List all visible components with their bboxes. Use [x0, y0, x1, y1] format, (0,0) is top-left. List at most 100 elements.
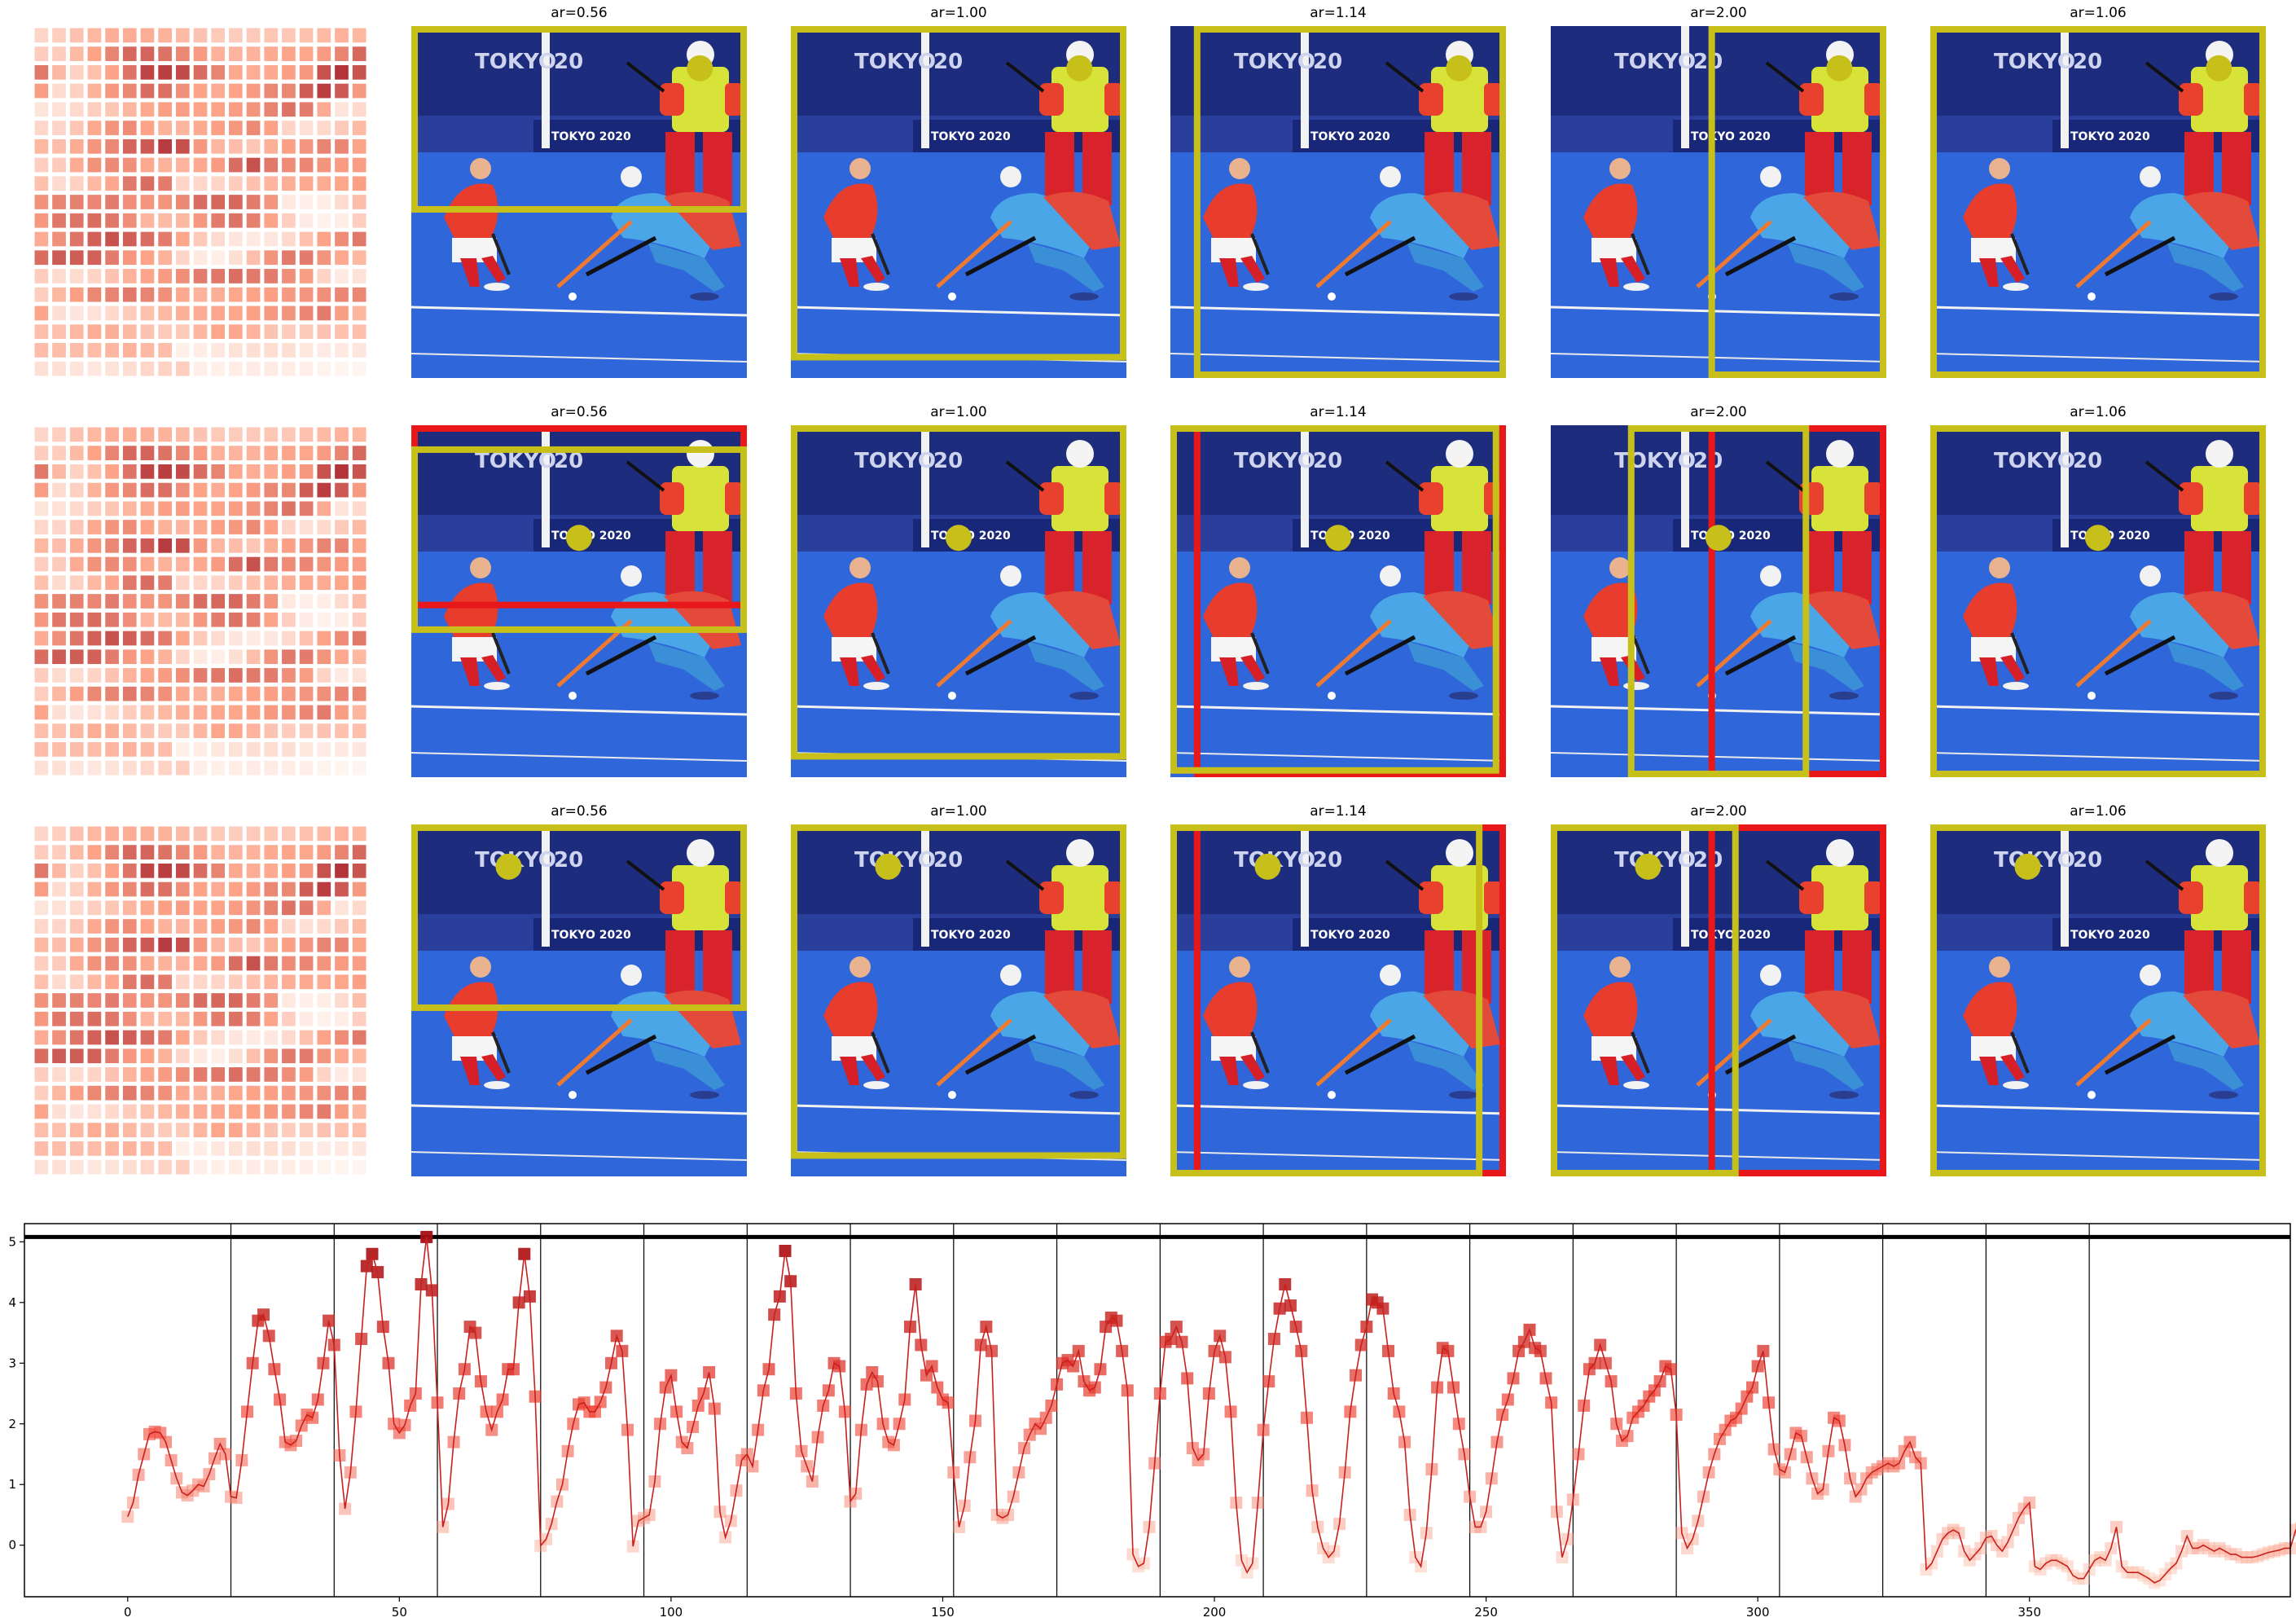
heatmap-cell — [264, 64, 279, 80]
heatmap-cell — [87, 538, 102, 553]
heatmap-cell — [34, 28, 49, 43]
heatmap-cell — [317, 742, 331, 757]
heatmap-cell — [352, 1141, 367, 1156]
heatmap-cell — [335, 83, 349, 99]
heatmap-cell — [175, 575, 190, 591]
heatmap-cell — [140, 668, 155, 683]
heatmap-cell — [282, 446, 296, 460]
heatmap-cell — [229, 287, 243, 302]
heatmap-cell — [246, 1048, 261, 1064]
heatmap-cell — [352, 723, 367, 739]
heatmap-cell — [246, 324, 261, 340]
heatmap-cell — [105, 121, 119, 135]
heatmap-cell — [87, 464, 102, 479]
heatmap-cell — [105, 231, 119, 247]
heatmap-cell — [211, 631, 226, 646]
heatmap-cell — [158, 231, 172, 247]
heatmap-cell — [158, 993, 172, 1008]
heatmap-cell — [246, 575, 261, 591]
heatmap-cell — [140, 520, 155, 534]
heatmap-cell — [52, 649, 66, 665]
heatmap-cell — [211, 1123, 226, 1138]
heatmap-cell — [87, 102, 102, 117]
heatmap-cell — [122, 1159, 137, 1175]
heatmap-cell — [34, 705, 49, 720]
heatmap-cell — [335, 1030, 349, 1045]
heatmap-cell — [87, 668, 102, 683]
heatmap-cell — [264, 974, 279, 990]
heatmap-cell — [229, 1085, 243, 1101]
heatmap-cell — [122, 1104, 137, 1119]
crop-box — [1708, 824, 1886, 1176]
heatmap-cell — [34, 464, 49, 479]
heatmap-cell — [335, 464, 349, 479]
heatmap-cell — [299, 176, 314, 191]
heatmap-cell — [299, 594, 314, 609]
heatmap-cell — [52, 83, 66, 99]
heatmap-cell — [282, 705, 296, 720]
heatmap-cell — [193, 900, 208, 916]
heatmap-cell — [69, 538, 84, 553]
heatmap-cell — [140, 157, 155, 173]
heatmap-cell — [140, 343, 155, 358]
heatmap-cell — [105, 686, 119, 701]
heatmap-cell — [175, 723, 190, 739]
heatmap-cell — [122, 361, 137, 376]
heatmap-cell — [264, 631, 279, 646]
heatmap-cell — [175, 138, 190, 154]
heatmap-cell — [211, 1067, 226, 1082]
heatmap-cell — [299, 501, 314, 516]
heatmap-cell — [211, 956, 226, 971]
heatmap-cell — [87, 1067, 102, 1082]
heatmap-cell — [299, 343, 314, 358]
heatmap-cell — [158, 46, 172, 61]
heatmap-cell — [229, 686, 243, 701]
heatmap-cell — [87, 1123, 102, 1138]
heatmap-cell — [335, 668, 349, 683]
heatmap-cell — [282, 195, 296, 209]
heatmap-cell — [264, 46, 279, 61]
heatmap-cell — [69, 361, 84, 376]
heatmap-cell — [140, 686, 155, 701]
heatmap-cell — [52, 993, 66, 1008]
heatmap-cell — [69, 742, 84, 757]
heatmap-cell — [193, 1048, 208, 1064]
heatmap-cell — [352, 974, 367, 990]
heatmap-cell — [69, 937, 84, 952]
heatmap-cell — [158, 28, 172, 43]
heatmap-cell — [211, 305, 226, 321]
heatmap-cell — [122, 1123, 137, 1138]
heatmap-cell — [69, 269, 84, 284]
heatmap-cell — [229, 28, 243, 43]
board-text: TOKYO 2020 — [931, 130, 1011, 143]
heatmap-cell — [229, 195, 243, 209]
heatmap-cell — [193, 446, 208, 460]
heatmap-cell — [158, 269, 172, 284]
heatmap-cell — [158, 195, 172, 209]
heatmap-cell — [229, 612, 243, 627]
heatmap-cell — [211, 974, 226, 990]
crop-overlay — [791, 425, 1126, 760]
heatmap-cell — [299, 974, 314, 990]
heatmap-cell — [211, 1085, 226, 1101]
heatmap-cell — [229, 138, 243, 154]
heatmap-cell — [282, 649, 296, 665]
heatmap-cell — [87, 195, 102, 209]
heatmap-cell — [158, 83, 172, 99]
heatmap-cell — [317, 121, 331, 135]
heatmap-cell — [175, 631, 190, 646]
board-text: TOKYO 2020 — [2070, 130, 2150, 143]
banner-text: 20 — [1693, 50, 1723, 74]
heatmap-cell — [229, 1104, 243, 1119]
board-text: TOKYO 2020 — [551, 929, 631, 942]
heatmap-cell — [246, 176, 261, 191]
heatmap-cell — [211, 1048, 226, 1064]
heatmap-cell — [34, 427, 49, 442]
focus-point — [2014, 853, 2041, 880]
heatmap-cell — [175, 881, 190, 897]
heatmap-cell — [264, 250, 279, 266]
heatmap-cell — [122, 305, 137, 321]
heatmap-cell — [175, 826, 190, 842]
heatmap-cell — [140, 919, 155, 934]
